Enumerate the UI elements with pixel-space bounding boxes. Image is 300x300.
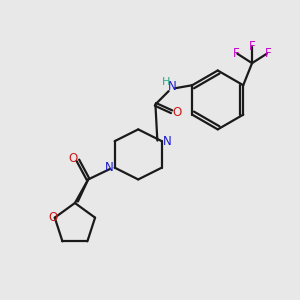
Text: N: N [105, 161, 114, 174]
Text: O: O [49, 211, 58, 224]
Text: N: N [168, 80, 177, 93]
Text: N: N [163, 135, 172, 148]
Text: O: O [172, 106, 182, 119]
Text: F: F [265, 47, 272, 60]
Text: F: F [249, 40, 255, 53]
Text: H: H [161, 77, 170, 87]
Text: O: O [68, 152, 77, 165]
Text: F: F [232, 47, 239, 60]
